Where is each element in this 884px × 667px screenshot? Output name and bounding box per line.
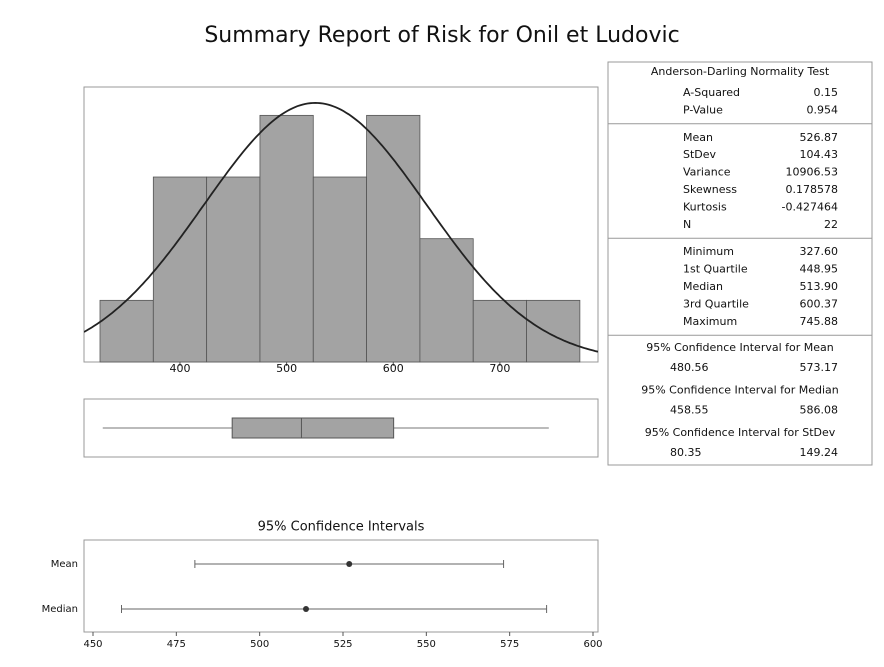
stat-label: P-Value [683,103,723,116]
x-tick-label: 575 [500,639,519,650]
histogram-bar [419,238,474,363]
stat-label: 1st Quartile [683,263,748,276]
section-title: 95% Confidence Interval for StDev [645,426,836,439]
stat-value: 0.954 [807,103,839,116]
stat-value: 327.60 [800,245,839,258]
y-tick-label: Mean [51,559,78,570]
histogram-bar [312,176,367,363]
x-tick-label: 550 [417,639,436,650]
stat-label: N [683,218,691,231]
box [231,417,395,439]
stat-value: 0.15 [814,86,839,99]
interval-upper: 149.24 [800,446,839,459]
stat-label: Maximum [683,315,737,328]
x-tick-label: 400 [169,362,190,375]
interval-frame [83,539,599,633]
boxplot-frame [83,398,599,458]
stat-label: Median [683,280,723,293]
estimate-dot [346,561,353,567]
stat-label: Minimum [683,245,734,258]
section-title: Anderson-Darling Normality Test [651,65,830,78]
interval-title: 95% Confidence Intervals [258,520,425,535]
histogram-bar [99,299,154,363]
histogram-bar [366,114,421,363]
y-tick-label: Median [42,604,78,615]
stat-value: 526.87 [800,131,839,144]
report-title: Summary Report of Risk for Onil et Ludov… [204,23,679,48]
stat-label: Kurtosis [683,200,727,213]
x-tick-label: 500 [276,362,297,375]
interval-upper: 573.17 [800,361,839,374]
stats-table-frame [607,61,873,466]
x-tick-label: 600 [383,362,404,375]
histogram-bar [152,176,208,363]
x-tick-label: 475 [167,639,186,650]
interval-upper: 586.08 [800,404,839,417]
x-tick-label: 525 [333,639,352,650]
x-tick-label: 700 [489,362,510,375]
stat-value: 600.37 [800,297,839,310]
stat-value: 745.88 [800,315,839,328]
stat-label: 3rd Quartile [683,297,749,310]
stat-value: 0.178578 [786,183,839,196]
stat-label: A-Squared [683,86,740,99]
section-title: 95% Confidence Interval for Mean [646,341,834,354]
stat-value: 104.43 [800,148,839,161]
histogram-bar [526,299,581,363]
histogram-bar [206,176,261,363]
normal-fit-curve [84,101,598,353]
x-tick-label: 450 [83,639,102,650]
stat-value: 448.95 [800,263,839,276]
stat-value: 22 [824,218,838,231]
section-title: 95% Confidence Interval for Median [641,384,839,397]
x-tick-label: 600 [583,639,602,650]
interval-lower: 480.56 [670,361,709,374]
stat-label: Skewness [683,183,737,196]
stat-label: Mean [683,131,713,144]
estimate-dot [303,606,309,612]
x-tick-label: 500 [250,639,269,650]
stat-value: 10906.53 [786,166,839,179]
stat-value: -0.427464 [782,200,838,213]
interval-lower: 458.55 [670,404,709,417]
stat-label: StDev [683,148,717,161]
interval-lower: 80.35 [670,446,702,459]
stat-label: Variance [683,166,731,179]
histogram-bar [259,114,314,363]
stat-value: 513.90 [800,280,839,293]
histogram-bar [472,299,527,363]
